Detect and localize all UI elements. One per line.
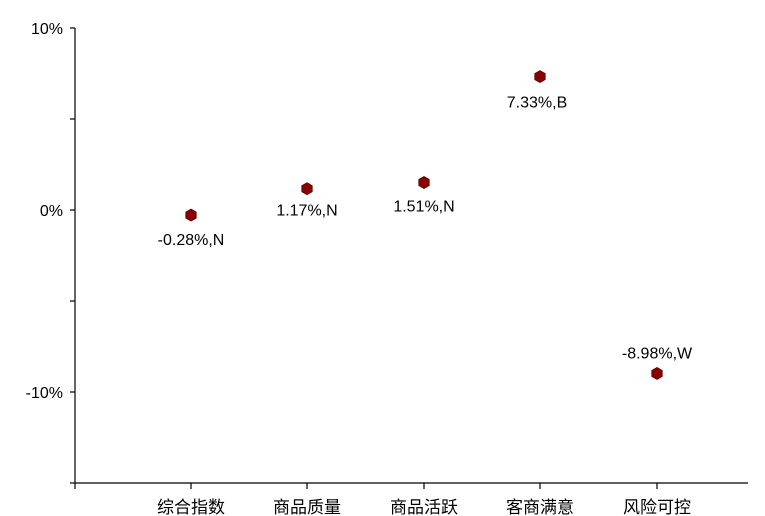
data-point: [418, 176, 430, 189]
axes: [74, 28, 748, 489]
x-category-label: 综合指数: [157, 498, 225, 516]
x-category-label: 商品质量: [273, 498, 341, 516]
data-label: -8.98%,W: [622, 345, 693, 362]
y-ticks: -10% 0% 10%: [26, 21, 75, 484]
data-label: 1.17%,N: [276, 203, 337, 220]
x-category-label: 商品活跃: [390, 498, 458, 516]
x-category-label: 风险可控: [623, 498, 691, 516]
data-label: -0.28%,N: [158, 232, 225, 249]
data-labels: -0.28%,N 1.17%,N 1.51%,N 7.33%,B -8.98%,W: [158, 95, 693, 363]
x-category-labels: 综合指数 商品质量 商品活跃 客商满意 风险可控: [157, 498, 691, 516]
data-point: [185, 208, 197, 222]
x-category-label: 客商满意: [506, 498, 574, 516]
data-label: 7.33%,B: [507, 95, 567, 112]
data-point: [534, 70, 546, 84]
y-tick-label: 0%: [40, 203, 63, 220]
y-tick-label: -10%: [26, 385, 63, 402]
y-tick-label: 10%: [31, 21, 63, 38]
data-point: [651, 366, 663, 380]
data-points: [185, 70, 663, 380]
data-label: 1.51%,N: [393, 199, 454, 216]
data-point: [301, 182, 313, 196]
